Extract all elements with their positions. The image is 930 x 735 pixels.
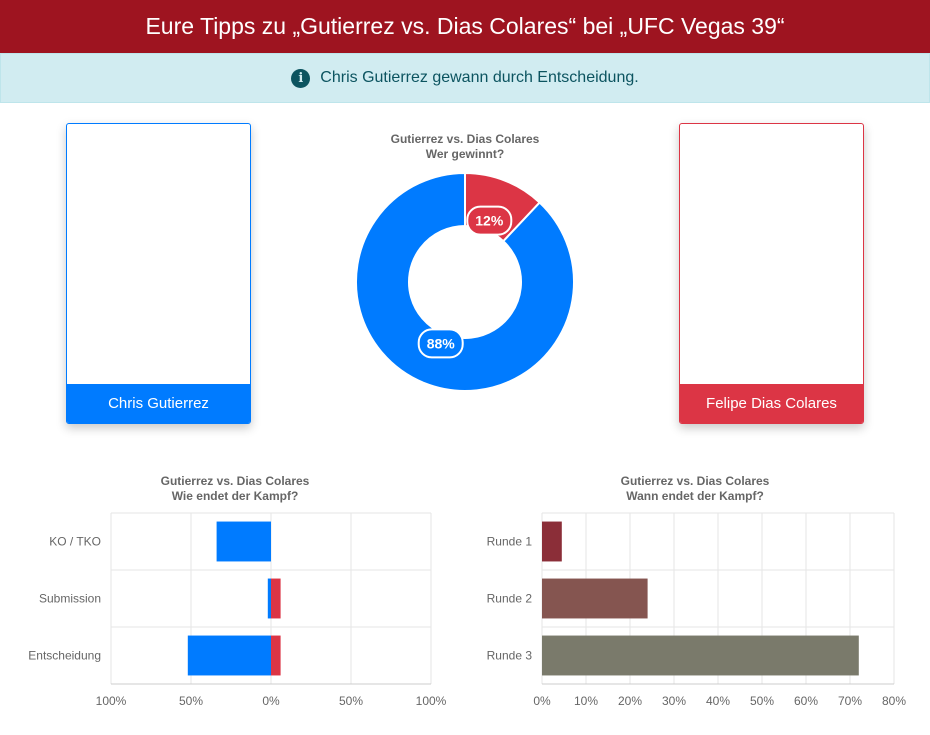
- chart3-title: Gutierrez vs. Dias Colares: [621, 474, 770, 488]
- chart3-category-label: Runde 1: [487, 535, 533, 549]
- chart2-bar: [271, 578, 281, 619]
- pie-label-bg: [417, 328, 464, 359]
- chart2-bar: [271, 635, 281, 676]
- chart3-tick-label: 60%: [794, 694, 818, 708]
- pie-label: 88%: [417, 328, 464, 359]
- fighter-name-dias-colares[interactable]: Felipe Dias Colares: [680, 384, 863, 423]
- pie-label-text: 88%: [427, 335, 456, 351]
- chart2-tick-label: 50%: [179, 694, 203, 708]
- chart3-tick-label: 10%: [574, 694, 598, 708]
- chart3-category-label: Runde 2: [487, 592, 533, 606]
- chart2-category-label: Submission: [39, 592, 101, 606]
- chart3-tick-label: 0%: [533, 694, 551, 708]
- result-text: Chris Gutierrez gewann durch Entscheidun…: [320, 69, 639, 86]
- fighter-card-gutierrez[interactable]: Chris Gutierrez: [66, 123, 251, 424]
- chart3-subtitle: Wann endet der Kampf?: [626, 489, 764, 503]
- pie-label: 12%: [466, 205, 513, 236]
- chart2-tick-label: 50%: [339, 694, 363, 708]
- chart3-category-label: Runde 3: [487, 649, 533, 663]
- chart3-tick-label: 70%: [838, 694, 862, 708]
- chart2-bar: [187, 635, 271, 676]
- result-alert: i Chris Gutierrez gewann durch Entscheid…: [0, 53, 930, 103]
- chart3-tick-label: 20%: [618, 694, 642, 708]
- chart2-title: Gutierrez vs. Dias Colares: [161, 474, 310, 488]
- chart3-bar: [542, 578, 648, 619]
- pie-slice: [355, 171, 575, 392]
- page-title: Eure Tipps zu „Gutierrez vs. Dias Colare…: [145, 13, 785, 39]
- pie-subtitle: Wer gewinnt?: [426, 147, 504, 161]
- chart3-tick-label: 80%: [882, 694, 906, 708]
- page-header: Eure Tipps zu „Gutierrez vs. Dias Colare…: [0, 0, 930, 53]
- chart3-bar: [542, 521, 562, 562]
- chart2-category-label: Entscheidung: [28, 649, 101, 663]
- chart2-subtitle: Wie endet der Kampf?: [172, 489, 299, 503]
- pie-label-bg: [466, 205, 513, 236]
- pie-title: Gutierrez vs. Dias Colares: [391, 132, 540, 146]
- chart2-tick-label: 100%: [96, 694, 127, 708]
- chart2-bar: [216, 521, 271, 562]
- chart2-bar: [267, 578, 271, 619]
- chart3-bar: [542, 635, 859, 676]
- info-icon: i: [291, 68, 311, 88]
- chart3-tick-label: 50%: [750, 694, 774, 708]
- fighter-card-dias-colares[interactable]: Felipe Dias Colares: [679, 123, 864, 424]
- chart3-tick-label: 30%: [662, 694, 686, 708]
- chart3-tick-label: 40%: [706, 694, 730, 708]
- chart2-tick-label: 100%: [416, 694, 447, 708]
- chart2-tick-label: 0%: [262, 694, 280, 708]
- chart2-category-label: KO / TKO: [49, 535, 101, 549]
- fighter-name-gutierrez[interactable]: Chris Gutierrez: [67, 384, 250, 423]
- pie-label-text: 12%: [475, 213, 504, 229]
